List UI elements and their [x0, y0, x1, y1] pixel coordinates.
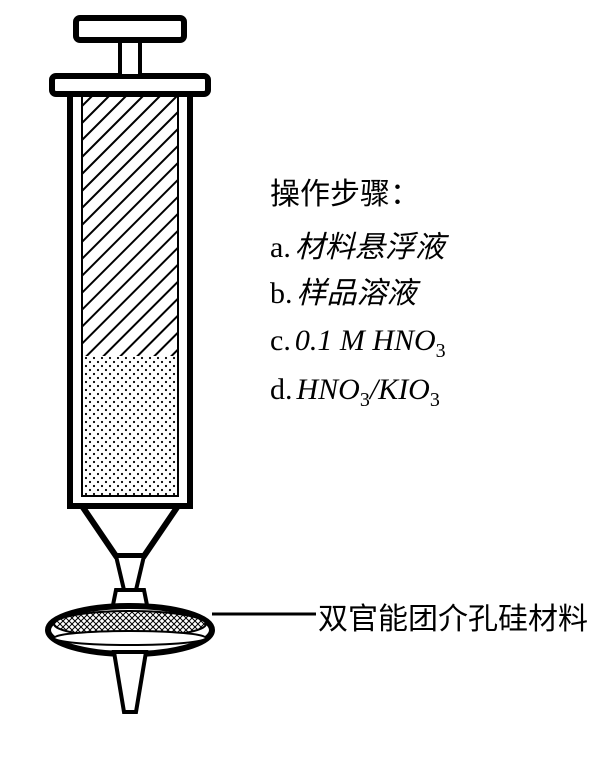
diagram-root: 操作步骤： a.材料悬浮液b.样品溶液c.0.1 M HNO3d.HNO3/KI… — [0, 0, 616, 776]
step-item: a.材料悬浮液 — [270, 225, 446, 272]
steps-heading: 操作步骤： — [270, 172, 446, 219]
step-item: b.样品溶液 — [270, 271, 446, 318]
steps-block: 操作步骤： a.材料悬浮液b.样品溶液c.0.1 M HNO3d.HNO3/KI… — [270, 172, 446, 416]
steps-list: a.材料悬浮液b.样品溶液c.0.1 M HNO3d.HNO3/KIO3 — [270, 225, 446, 416]
step-item: c.0.1 M HNO3 — [270, 318, 446, 367]
filter-material-label: 双官能团介孔硅材料 — [318, 594, 588, 638]
step-item: d.HNO3/KIO3 — [270, 367, 446, 416]
filter-holder — [48, 590, 316, 712]
syringe — [52, 18, 208, 590]
